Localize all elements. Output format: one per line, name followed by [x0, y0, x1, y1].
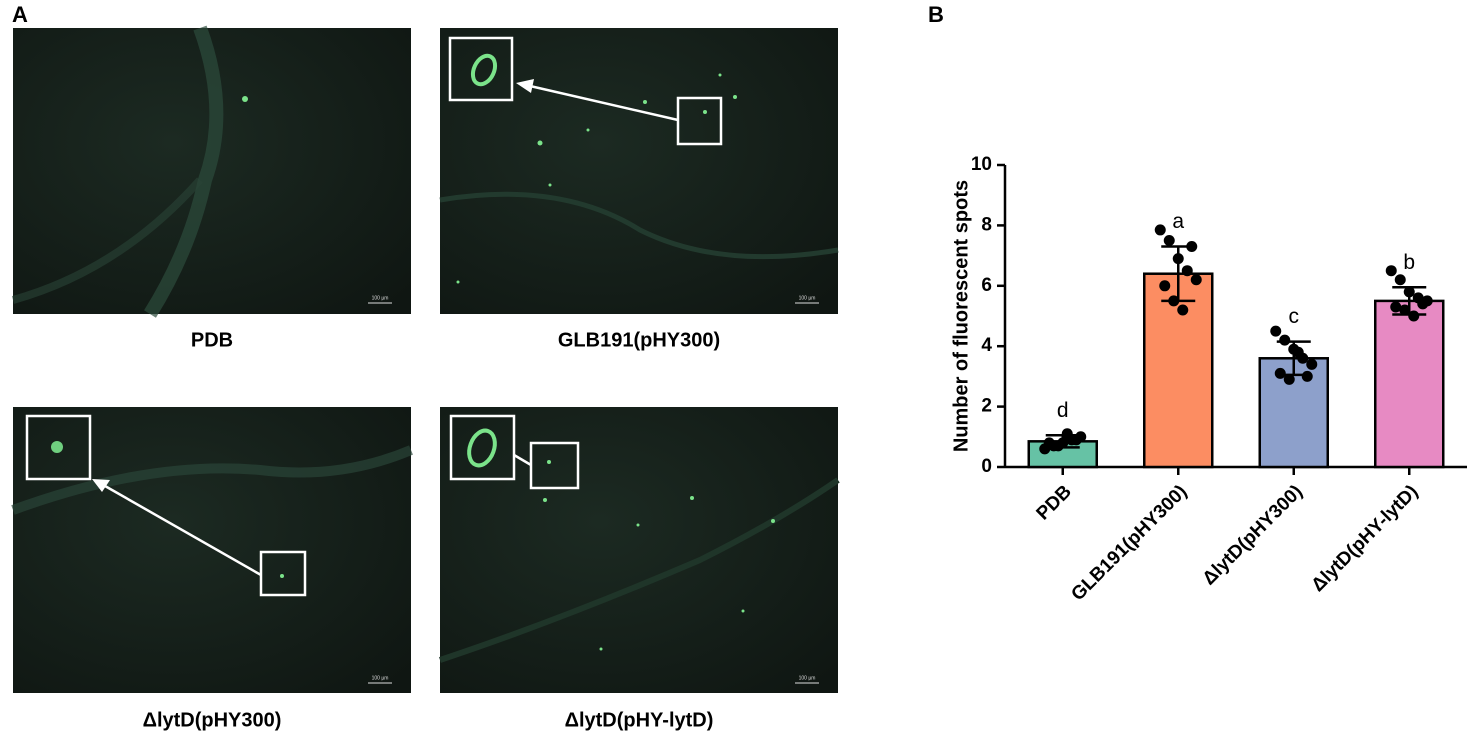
y-tick-label: 2	[981, 396, 992, 417]
caption: ΔlytD(pHY300)	[143, 709, 282, 731]
significance-letter: b	[1403, 251, 1415, 274]
data-point	[1283, 373, 1295, 385]
micrograph: 100 µm	[439, 28, 839, 314]
data-point	[1292, 346, 1304, 358]
data-point	[1394, 274, 1406, 286]
caption: GLB191(pHY300)	[558, 329, 720, 351]
y-axis-label: Number of fluorescent spots	[950, 180, 972, 452]
data-point	[1417, 298, 1429, 310]
data-point	[1043, 437, 1055, 449]
scale-bar: 100 µm	[799, 295, 816, 301]
data-point	[1177, 304, 1189, 316]
caption: ΔlytD(pHY-lytD)	[565, 709, 714, 731]
x-tick-label: ΔlytD(pHY-lytD)	[1308, 481, 1423, 596]
micrograph: 100 µm	[11, 407, 413, 693]
data-point	[1052, 440, 1064, 452]
x-tick-label: GLB191(pHY300)	[1067, 481, 1191, 605]
data-point	[1403, 286, 1415, 298]
significance-letter: d	[1057, 399, 1069, 422]
data-point	[1385, 265, 1397, 277]
caption: PDB	[191, 329, 233, 351]
y-tick-label: 8	[981, 214, 992, 235]
data-point	[1408, 310, 1420, 322]
scale-bar: 100 µm	[372, 675, 389, 681]
data-point	[1061, 428, 1073, 440]
scale-bar: 100 µm	[799, 675, 816, 681]
data-point	[1070, 434, 1082, 446]
y-tick-label: 10	[971, 154, 992, 175]
significance-letter: c	[1289, 305, 1300, 328]
data-point	[1274, 367, 1286, 379]
data-point	[1186, 241, 1198, 253]
y-tick-label: 0	[981, 456, 992, 477]
data-point	[1168, 295, 1180, 307]
data-point	[1190, 274, 1202, 286]
x-tick-label: ΔlytD(pHY300)	[1199, 481, 1307, 589]
data-point	[1390, 301, 1402, 313]
data-point	[1399, 304, 1411, 316]
bar	[1374, 299, 1445, 469]
significance-letter: a	[1172, 210, 1184, 233]
data-point	[1306, 358, 1318, 370]
data-point	[1163, 235, 1175, 246]
data-point	[1270, 325, 1282, 337]
micrograph: 100 µm	[11, 25, 411, 318]
data-point	[1301, 370, 1313, 382]
data-point	[1181, 265, 1193, 277]
data-point	[1154, 224, 1166, 236]
data-point	[1159, 280, 1171, 292]
data-point	[1279, 334, 1291, 346]
y-tick-label: 6	[981, 275, 992, 296]
micrograph: 100 µm	[439, 407, 840, 693]
y-tick-label: 4	[981, 335, 992, 356]
data-point	[1172, 253, 1184, 265]
panel-label: B	[928, 2, 944, 27]
bar-chart: 0 2 4 6 8 10 d PDB a GLB191(pHY300) c ΔlytD(pHY300)…	[971, 154, 1467, 605]
panel-label: A	[12, 2, 28, 27]
x-tick-label: PDB	[1033, 481, 1076, 524]
scale-bar: 100 µm	[372, 295, 389, 301]
